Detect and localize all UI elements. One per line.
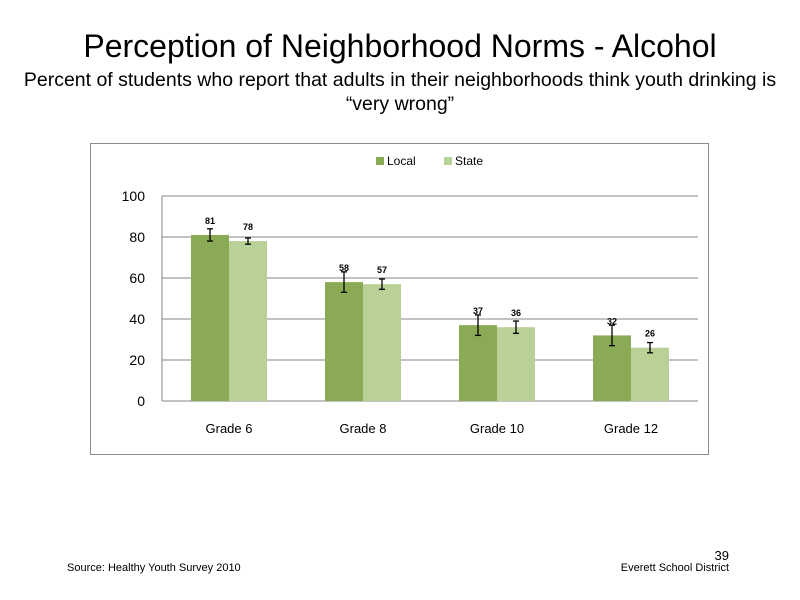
data-label: 81 xyxy=(205,216,215,226)
data-label: 57 xyxy=(377,265,387,275)
bar-local-grade-6 xyxy=(191,234,229,401)
data-label: 58 xyxy=(339,263,349,273)
bar-state-grade-12 xyxy=(631,347,669,401)
data-label: 26 xyxy=(645,329,655,339)
chart-frame: 0 20 40 60 80 100 81 78 Grade 6 58 57 Grade 8 37 36 Gr… xyxy=(90,143,709,455)
legend-swatch-state xyxy=(444,157,452,165)
bar-chart: 0 20 40 60 80 100 81 78 Grade 6 58 57 Grade 8 37 36 Gr… xyxy=(122,154,698,436)
bar-local-grade-10 xyxy=(459,325,497,401)
x-category-label: Grade 10 xyxy=(470,421,524,436)
data-label: 32 xyxy=(607,316,617,326)
y-tick-label-60: 60 xyxy=(129,270,145,286)
bar-state-grade-6 xyxy=(229,241,267,401)
y-tick-label-80: 80 xyxy=(129,229,145,245)
bar-local-grade-12 xyxy=(593,335,631,401)
data-label: 36 xyxy=(511,308,521,318)
slide-title: Perception of Neighborhood Norms - Alcoh… xyxy=(83,28,717,64)
legend-swatch-local xyxy=(376,157,384,165)
x-category-label: Grade 6 xyxy=(206,421,253,436)
source-note: Source: Healthy Youth Survey 2010 xyxy=(67,562,241,574)
district-name: Everett School District xyxy=(620,562,729,574)
legend-label-local: Local xyxy=(387,154,416,168)
bar-local-grade-8 xyxy=(325,282,363,401)
slide-subtitle: Percent of students who report that adul… xyxy=(23,69,777,115)
y-tick-label-20: 20 xyxy=(129,352,145,368)
legend-label-state: State xyxy=(455,154,483,168)
y-tick-label-100: 100 xyxy=(122,188,146,204)
data-label: 78 xyxy=(243,222,253,232)
bar-state-grade-10 xyxy=(497,327,535,401)
data-label: 37 xyxy=(473,306,483,316)
y-tick-label-40: 40 xyxy=(129,311,145,327)
page-number: 39 xyxy=(714,548,729,563)
x-category-label: Grade 8 xyxy=(340,421,387,436)
x-category-label: Grade 12 xyxy=(604,421,658,436)
y-tick-label-0: 0 xyxy=(137,393,145,409)
bar-state-grade-8 xyxy=(363,284,401,401)
